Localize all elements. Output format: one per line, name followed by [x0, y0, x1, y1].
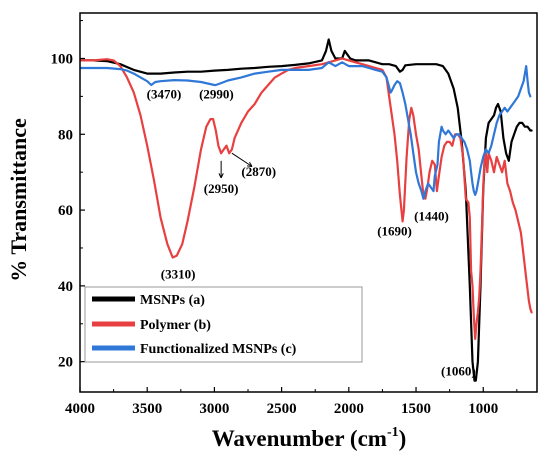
- x-tick-label-2500: 2500: [267, 401, 297, 417]
- y-tick-label-40: 40: [58, 279, 73, 295]
- legend-label-functionalized: Functionalized MSNPs (c): [140, 342, 297, 357]
- peak-label-3470: (3470): [147, 86, 182, 101]
- x-axis-title-main: Wavenumber (cm: [212, 426, 387, 451]
- y-tick-label-20: 20: [58, 355, 73, 371]
- y-axis-title: % Transmittance: [6, 118, 31, 282]
- legend-label-polymer: Polymer (b): [140, 318, 211, 333]
- x-axis-title: Wavenumber (cm-1): [212, 425, 407, 451]
- x-tick-label-1500: 1500: [401, 401, 431, 417]
- peak-label-1060: (1060): [441, 364, 476, 379]
- x-tick-label-3500: 3500: [132, 401, 162, 417]
- y-tick-label-100: 100: [51, 51, 74, 67]
- x-tick-label-4000: 4000: [65, 401, 95, 417]
- annotation-arrowhead: [247, 161, 253, 167]
- x-tick-label-2000: 2000: [334, 401, 364, 417]
- legend: MSNPs (a) Polymer (b) Functionalized MSN…: [84, 286, 363, 363]
- y-tick-label-80: 80: [58, 127, 73, 143]
- y-tick-label-60: 60: [58, 203, 73, 219]
- legend-label-msnps: MSNPs (a): [140, 293, 205, 308]
- annotations: (3470) (2990) (2870)(2950) (3310) (1690)(144…: [147, 86, 476, 378]
- series-line-msnps-a: [80, 38, 533, 382]
- series-line-functionalized-msnps-c: [80, 61, 532, 200]
- plot-area: [80, 38, 533, 382]
- peak-label-2990: (2990): [199, 86, 234, 101]
- peak-label-3310: (3310): [161, 266, 196, 281]
- axis-ticks: 4000 3500 3000 2500 2000 1500 1000 20 40 60 80 100: [51, 20, 518, 417]
- annotation-arrowhead: [218, 173, 224, 179]
- peak-label-1440: (1440): [414, 208, 449, 223]
- x-axis-title-tail: ): [399, 426, 407, 451]
- x-tick-label-3000: 3000: [199, 401, 229, 417]
- annotation-arrow: [231, 152, 253, 167]
- x-tick-label-1000: 1000: [468, 401, 498, 417]
- x-axis-title-sup: -1: [387, 425, 399, 440]
- peak-label-2870: (2870): [241, 164, 276, 179]
- peak-label-1690: (1690): [377, 223, 412, 238]
- plot-frame: [79, 12, 538, 393]
- peak-label-2950: (2950): [204, 181, 239, 196]
- series-line-polymer-b: [80, 57, 533, 340]
